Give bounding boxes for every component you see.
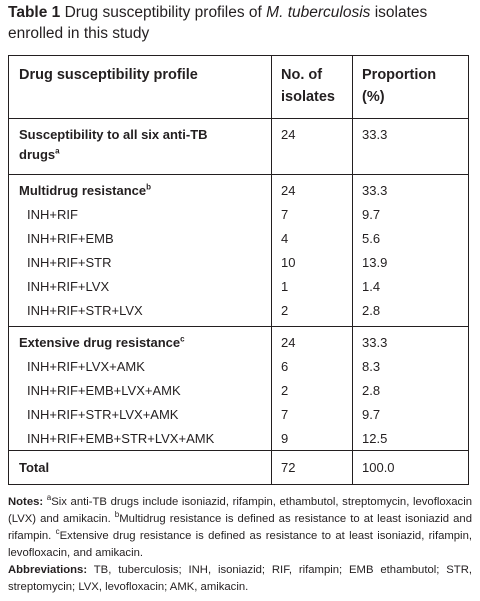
group-rule-1 [9, 174, 468, 175]
table-label: Table 1 [8, 4, 61, 21]
group-rule-2 [9, 326, 468, 327]
row-isolates: 1 [281, 279, 289, 294]
data-table: Drug susceptibility profile No. of isola… [8, 55, 469, 485]
group-heading: Multidrug resistanceb [19, 182, 152, 198]
abbreviations-text: TB, tuberculosis; INH, isoniazid; RIF, r… [8, 564, 472, 593]
column-header-isolates-line1: No. of [281, 67, 323, 83]
row-proportion: 2.8 [362, 303, 381, 318]
row-isolates: 9 [281, 431, 289, 446]
column-header-profile: Drug susceptibility profile [19, 67, 198, 83]
group-isolates: 24 [281, 127, 296, 142]
footnote-marker: b [146, 182, 152, 192]
footnote-marker: b [114, 510, 120, 520]
abbreviations-label: Abbreviations: [8, 564, 88, 576]
row-isolates: 4 [281, 231, 289, 246]
row-isolates: 2 [281, 383, 289, 398]
row-isolates: 2 [281, 303, 289, 318]
row-proportion: 9.7 [362, 207, 381, 222]
row-isolates: 7 [281, 407, 289, 422]
notes-label: Notes: [8, 496, 44, 508]
row-profile: INH+RIF+EMB+LVX+AMK [27, 383, 181, 398]
row-isolates: 10 [281, 255, 296, 270]
row-proportion: 5.6 [362, 231, 381, 246]
group-heading: Susceptibility to all six anti-TB [19, 127, 208, 142]
table-caption: Table 1 Drug susceptibility profiles of … [8, 2, 470, 44]
row-profile: INH+RIF+LVX+AMK [27, 359, 145, 374]
group-proportion: 33.3 [362, 127, 388, 142]
row-profile: INH+RIF+EMB [27, 231, 114, 246]
row-isolates: 7 [281, 207, 289, 222]
row-proportion: 1.4 [362, 279, 381, 294]
total-rule [9, 450, 468, 451]
caption-text-after: isolates enrolled in this study [8, 4, 428, 42]
note-b: Multidrug resistance is defined as resis… [8, 513, 472, 542]
caption-text-before: Drug susceptibility profiles of [64, 4, 267, 21]
column-divider-2 [352, 56, 353, 484]
note-c: Extensive drug resistance is defined as … [8, 530, 472, 559]
row-profile: INH+RIF [27, 207, 78, 222]
total-isolates: 72 [281, 460, 296, 475]
column-divider-1 [271, 56, 272, 484]
table-notes: Notes: aSix anti-TB drugs include isonia… [8, 494, 472, 596]
row-profile: INH+RIF+LVX [27, 279, 110, 294]
column-header-isolates-line2: isolates [281, 89, 335, 105]
row-profile: INH+RIF+STR+LVX [27, 303, 143, 318]
footnote-marker: c [55, 527, 60, 537]
note-a: Six anti-TB drugs include isoniazid, rif… [8, 496, 473, 525]
footnote-marker: a [55, 146, 60, 156]
header-rule [9, 118, 468, 119]
total-proportion: 100.0 [362, 460, 395, 475]
group-proportion: 33.3 [362, 183, 388, 198]
row-proportion: 12.5 [362, 431, 388, 446]
group-heading-line2: drugsa [19, 146, 60, 162]
row-proportion: 8.3 [362, 359, 381, 374]
column-header-proportion-line1: Proportion [362, 67, 437, 83]
row-proportion: 13.9 [362, 255, 388, 270]
row-isolates: 6 [281, 359, 289, 374]
group-isolates: 24 [281, 335, 296, 350]
column-header-proportion-line2: (%) [362, 89, 385, 105]
group-proportion: 33.3 [362, 335, 388, 350]
footnote-marker: c [180, 334, 185, 344]
group-isolates: 24 [281, 183, 296, 198]
row-profile: INH+RIF+EMB+STR+LVX+AMK [27, 431, 215, 446]
row-proportion: 2.8 [362, 383, 381, 398]
row-profile: INH+RIF+STR+LVX+AMK [27, 407, 179, 422]
row-proportion: 9.7 [362, 407, 381, 422]
row-profile: INH+RIF+STR [27, 255, 112, 270]
total-label: Total [19, 460, 50, 475]
footnote-marker: a [46, 493, 52, 503]
caption-organism: M. tuberculosis [266, 4, 371, 21]
group-heading: Extensive drug resistancec [19, 334, 185, 350]
